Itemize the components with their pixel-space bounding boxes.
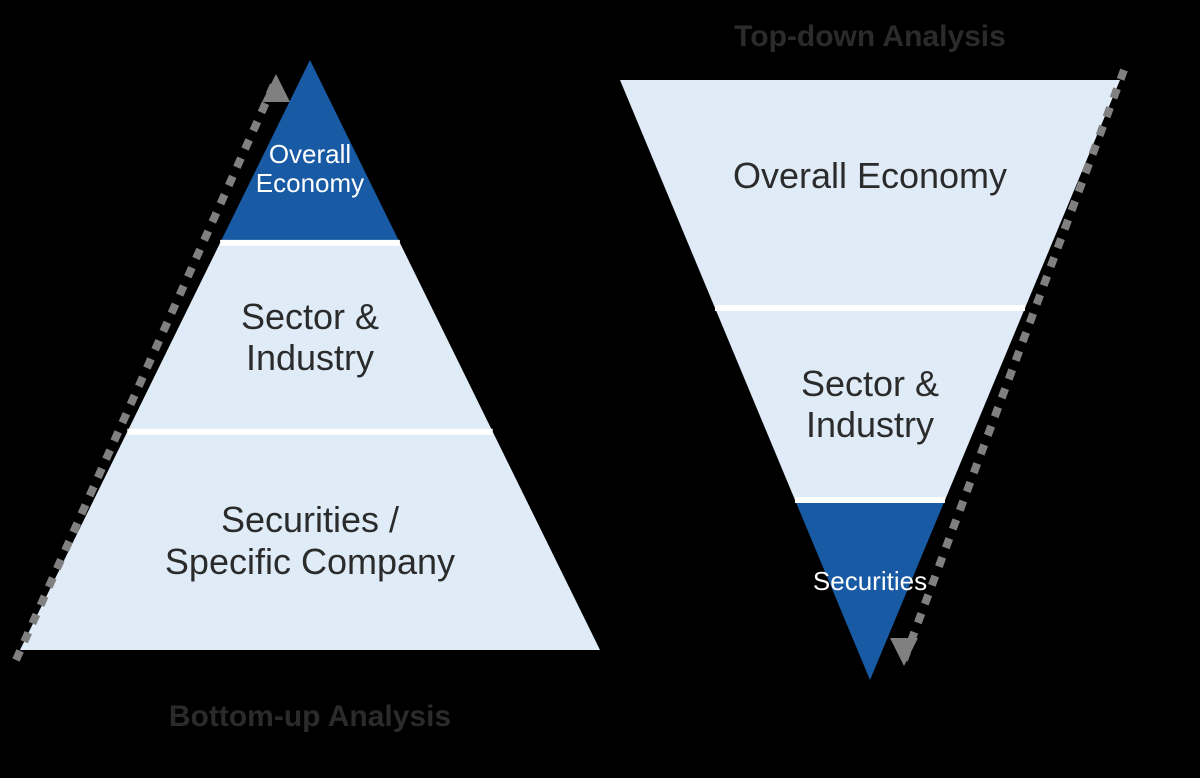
left-tier-overall-economy: OverallEconomy: [90, 140, 530, 200]
right-tier-overall-economy: Overall Economy: [650, 155, 1090, 196]
left-tier-securities: Securities /Specific Company: [90, 499, 530, 582]
bottom-up-title: Bottom-up Analysis: [60, 700, 560, 735]
top-down-title: Top-down Analysis: [620, 20, 1120, 55]
left-tier-sector-industry: Sector &Industry: [90, 296, 530, 379]
right-tier-sector-industry: Sector &Industry: [650, 363, 1090, 446]
right-tier-securities: Securities: [650, 567, 1090, 597]
